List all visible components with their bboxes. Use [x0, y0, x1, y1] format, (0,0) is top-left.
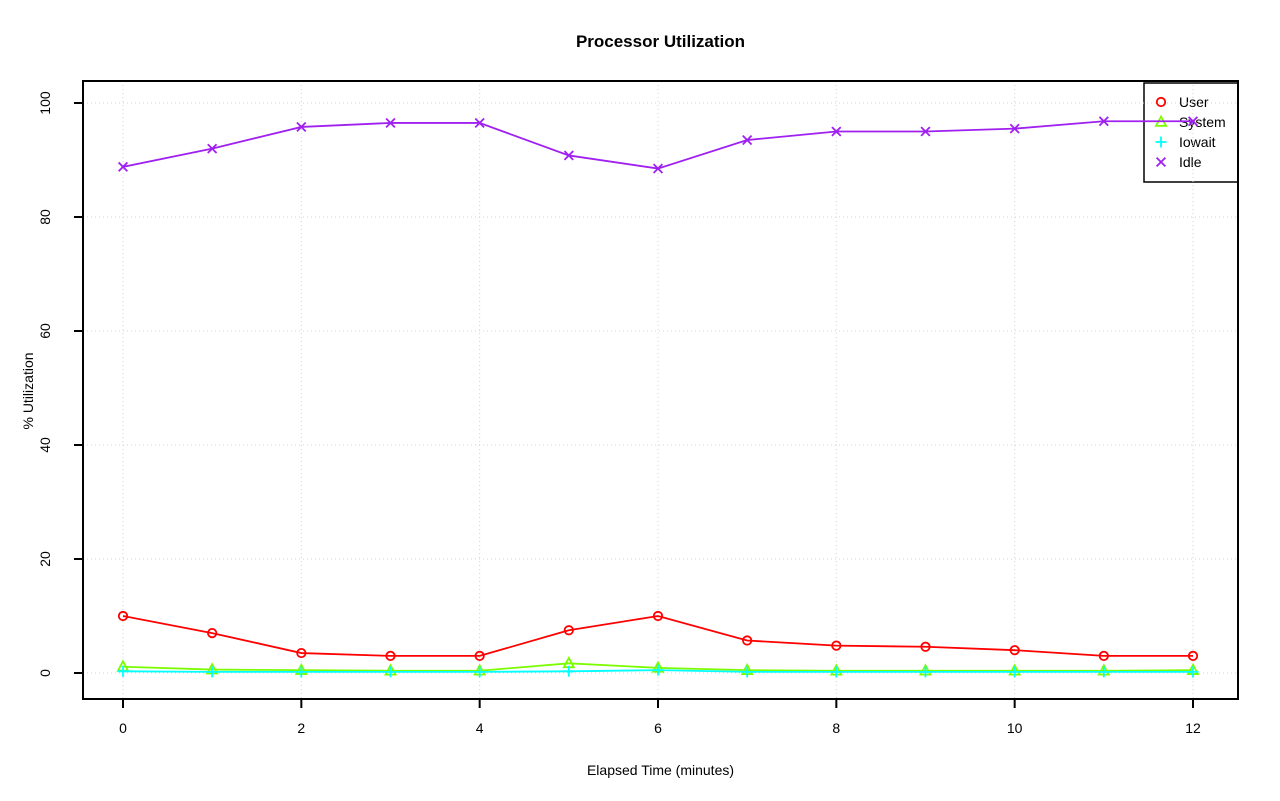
x-marker: [920, 126, 931, 137]
circle-marker: [831, 640, 842, 651]
chart-title: Processor Utilization: [575, 32, 746, 51]
plus-marker: [652, 664, 664, 676]
plus-marker: [385, 666, 396, 678]
y-tick-label: 80: [37, 209, 53, 225]
plus-marker: [1187, 666, 1199, 678]
series-line: [122, 615, 1193, 657]
legend-label-idle: Idle: [1179, 154, 1202, 170]
circle-marker: [1187, 650, 1199, 662]
circle-marker: [296, 647, 307, 659]
plus-marker: [830, 666, 842, 678]
y-tick-label: 60: [37, 323, 53, 339]
circle-marker: [1098, 650, 1109, 662]
legend-label-iowait: Iowait: [1179, 134, 1216, 150]
circle-marker: [742, 635, 753, 646]
x-marker: [1187, 116, 1199, 127]
x-marker: [652, 163, 664, 174]
x-marker: [474, 117, 485, 128]
x-marker: [117, 161, 129, 172]
circle-marker: [1155, 96, 1167, 108]
plot-border: [82, 80, 1239, 700]
series-user: [117, 610, 1199, 662]
plus-marker: [741, 666, 753, 678]
plus-marker: [563, 665, 575, 677]
plus-marker: [1098, 666, 1110, 678]
x-marker: [207, 143, 218, 154]
plus-marker: [117, 665, 129, 677]
x-marker: [1009, 123, 1020, 134]
series-idle: [117, 116, 1199, 174]
x-axis-label: Elapsed Time (minutes): [586, 762, 735, 778]
plus-marker: [474, 666, 486, 678]
plus-marker: [206, 666, 218, 678]
circle-marker: [920, 641, 931, 652]
x-tick-label: 0: [119, 720, 127, 736]
x-tick-label: 2: [297, 720, 305, 736]
circle-marker: [207, 627, 218, 639]
x-tick-label: 8: [832, 720, 840, 736]
x-marker: [742, 135, 753, 146]
circle-marker: [1009, 645, 1020, 656]
circle-marker: [652, 610, 664, 622]
x-marker: [563, 150, 574, 161]
circle-marker: [385, 650, 396, 662]
circle-marker: [563, 625, 574, 636]
x-tick-label: 10: [1007, 720, 1023, 736]
circle-marker: [474, 650, 485, 662]
y-axis-label: % Utilization: [20, 352, 36, 430]
y-tick-label: 100: [37, 91, 53, 115]
plus-marker: [1155, 136, 1167, 148]
circle-marker: [117, 610, 129, 622]
x-tick-label: 12: [1185, 720, 1201, 736]
y-tick-label: 20: [37, 551, 53, 567]
plus-marker: [295, 666, 307, 678]
x-marker: [831, 126, 842, 137]
axes: 0 2 4 6 8 10 12 0 20 40 60 80 100: [37, 91, 1201, 736]
x-tick-label: 4: [476, 720, 484, 736]
x-tick-label: 6: [654, 720, 662, 736]
y-tick-label: 0: [37, 669, 53, 677]
plus-marker: [920, 666, 931, 678]
plus-marker: [1009, 666, 1021, 678]
gridlines: [83, 81, 1238, 699]
series-iowait: [117, 664, 1199, 678]
x-marker: [296, 121, 307, 132]
x-marker: [1098, 116, 1109, 127]
x-marker: [1155, 156, 1167, 168]
legend-label-user: User: [1179, 94, 1209, 110]
y-tick-label: 40: [37, 437, 53, 453]
x-marker: [385, 117, 396, 128]
